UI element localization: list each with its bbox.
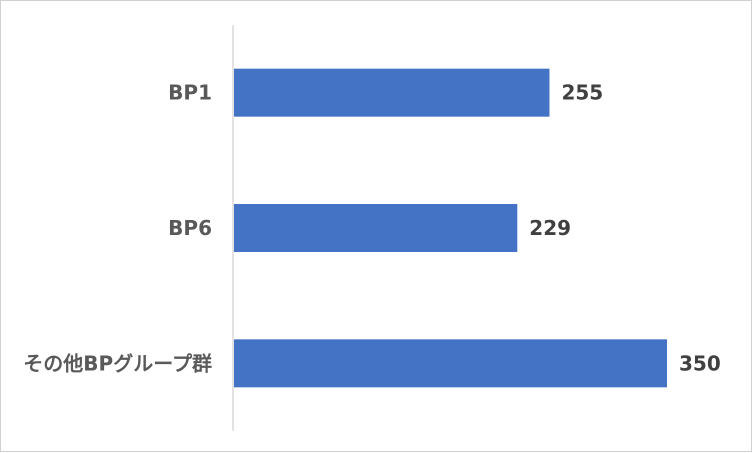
category-label-1: BP6 xyxy=(168,216,212,240)
bar-0 xyxy=(234,68,550,117)
bar-2 xyxy=(234,339,667,388)
category-label-0: BP1 xyxy=(168,81,212,105)
value-labels-group: 255 229 350 xyxy=(529,81,720,376)
value-label-0: 255 xyxy=(561,81,603,105)
bars-group xyxy=(234,68,667,388)
bar-1 xyxy=(234,204,518,252)
category-label-2: その他BPグループ群 xyxy=(23,351,212,375)
category-labels-group: BP1 BP6 その他BPグループ群 xyxy=(23,81,212,376)
value-label-1: 229 xyxy=(529,216,571,240)
value-label-2: 350 xyxy=(679,351,721,375)
